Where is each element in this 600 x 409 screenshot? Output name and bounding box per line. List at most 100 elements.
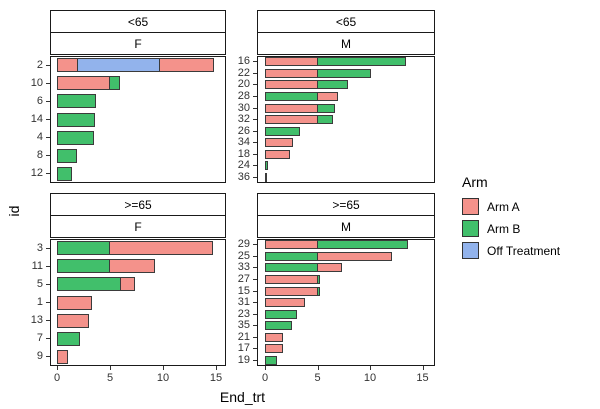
legend-entry: Arm A — [462, 198, 560, 215]
y-tick-mark — [253, 313, 257, 315]
bar-segment — [265, 68, 318, 78]
y-tick-mark — [46, 119, 50, 120]
y-tick-mark — [253, 119, 257, 120]
bar-segment — [265, 240, 318, 250]
facet-strip-sex: M — [257, 32, 435, 55]
bar-segment — [77, 58, 160, 73]
bar-segment — [265, 149, 291, 159]
y-tick-label: 29 — [237, 238, 250, 251]
facet-strip-age: <65 — [50, 10, 226, 33]
y-tick-mark — [253, 95, 257, 97]
y-tick-mark — [253, 176, 257, 178]
y-tick-mark — [253, 290, 257, 292]
y-tick-mark — [253, 267, 257, 269]
y-tick-mark — [46, 356, 50, 358]
bar-segment — [265, 138, 294, 148]
y-tick-label: 16 — [237, 55, 250, 68]
y-tick-label: 15 — [237, 284, 250, 297]
x-tick-mark — [422, 366, 424, 370]
y-tick-label: 20 — [237, 78, 250, 91]
legend-entries: Arm A Arm B Off Treatment — [462, 198, 560, 259]
y-tick-label: 35 — [237, 319, 250, 332]
bar-segment — [109, 259, 155, 274]
bar-segment — [57, 259, 110, 274]
legend-label: Arm A — [487, 199, 520, 214]
y-tick-label: 32 — [237, 113, 250, 125]
y-tick-mark — [253, 142, 257, 144]
y-tick-label: 33 — [237, 261, 250, 274]
swimmer-bar — [265, 344, 283, 354]
swimmer-bar — [265, 138, 294, 148]
swimmer-bar — [57, 259, 155, 274]
legend-swatch — [462, 198, 479, 215]
legend-label: Arm B — [487, 221, 521, 236]
bar-segment — [316, 103, 336, 113]
bar-segment — [57, 130, 95, 145]
bar-segment — [57, 331, 81, 346]
swimmer-bar — [265, 251, 393, 261]
bar-segment — [316, 68, 372, 78]
x-tick-label: 0 — [261, 372, 269, 384]
facet-strip-sex: F — [50, 215, 226, 238]
y-tick-mark — [253, 255, 257, 257]
y-tick-mark — [253, 61, 257, 63]
y-tick-label: 9 — [36, 350, 43, 363]
bar-segment — [265, 332, 283, 342]
bar-segment — [109, 241, 213, 256]
legend-swatch — [462, 242, 479, 259]
y-tick-label: 3 — [36, 241, 43, 254]
swimmer-bar — [57, 295, 92, 310]
swimmer-bar — [57, 76, 120, 91]
bar-segment — [57, 295, 92, 310]
swimmer-bar — [265, 172, 268, 182]
x-tick-mark — [163, 366, 164, 370]
bar-segment — [265, 286, 318, 296]
y-tick-mark — [253, 244, 257, 246]
y-tick-label: 8 — [36, 149, 43, 162]
x-tick-mark — [317, 366, 319, 370]
swimmer-bar — [57, 130, 95, 145]
y-tick-label: 28 — [237, 89, 250, 102]
bar-segment — [316, 240, 408, 250]
swimmer-bar — [265, 263, 342, 273]
bar-segment — [265, 298, 305, 307]
y-tick-mark — [253, 325, 257, 327]
y-tick-mark — [46, 100, 50, 102]
y-tick-label: 4 — [36, 131, 43, 144]
y-tick-mark — [253, 278, 257, 280]
bar-segment — [265, 355, 277, 365]
y-tick-label: 24 — [237, 159, 250, 172]
legend-title: Arm — [462, 174, 488, 190]
y-tick-label: 27 — [237, 272, 250, 285]
swimmer-bar — [57, 331, 81, 346]
y-tick-label: 36 — [237, 170, 250, 183]
swimmer-bar — [265, 309, 297, 319]
x-tick-label: 10 — [363, 372, 377, 384]
bar-segment — [265, 126, 300, 136]
x-axis-title: End_trt — [219, 389, 266, 405]
y-tick-mark — [46, 265, 50, 267]
x-tick-mark — [370, 366, 371, 370]
facet-strip-sex: M — [257, 215, 435, 238]
y-tick-mark — [46, 283, 50, 285]
y-tick-label: 17 — [237, 342, 250, 355]
bar-segment — [265, 321, 293, 331]
y-tick-label: 10 — [30, 76, 43, 89]
bar-segment — [316, 57, 406, 67]
swimmer-bar — [265, 274, 320, 284]
swimmer-bar — [57, 94, 97, 109]
y-tick-label: 11 — [31, 259, 43, 272]
swimmer-bar — [265, 286, 320, 296]
y-tick-label: 14 — [30, 113, 43, 125]
y-axis-title: id — [6, 205, 22, 217]
bar-segment — [265, 263, 318, 273]
swimmer-bar — [265, 103, 336, 113]
swimmer-bar — [57, 112, 96, 127]
bar-segment — [265, 309, 297, 319]
swimmer-bar — [57, 241, 213, 256]
facet-strip-age: >=65 — [257, 193, 435, 216]
facet-strip-age: >=65 — [50, 193, 226, 216]
swimmer-bar — [265, 355, 277, 365]
legend-entry: Off Treatment — [462, 242, 560, 259]
y-tick-mark — [46, 82, 50, 84]
